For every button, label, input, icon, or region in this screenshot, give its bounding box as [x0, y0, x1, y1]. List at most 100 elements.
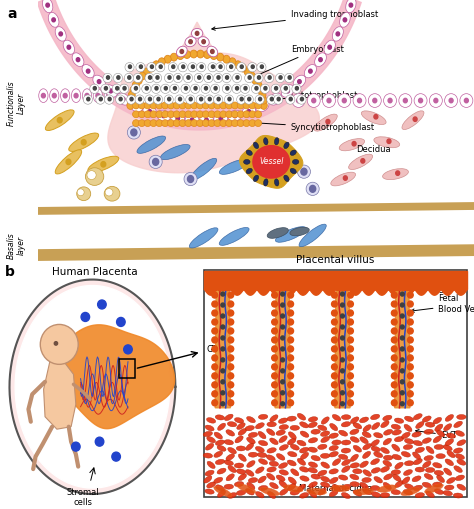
Circle shape — [148, 76, 152, 79]
Circle shape — [288, 310, 293, 316]
Circle shape — [343, 18, 346, 22]
Circle shape — [30, 94, 35, 98]
Ellipse shape — [381, 421, 389, 428]
Ellipse shape — [154, 95, 163, 104]
Circle shape — [288, 400, 293, 406]
Circle shape — [221, 303, 225, 307]
Ellipse shape — [415, 467, 425, 472]
Circle shape — [312, 98, 316, 103]
Ellipse shape — [413, 440, 422, 446]
Ellipse shape — [402, 111, 424, 129]
Ellipse shape — [232, 84, 241, 94]
Circle shape — [288, 292, 293, 298]
Ellipse shape — [383, 460, 392, 467]
Ellipse shape — [224, 460, 233, 465]
Ellipse shape — [395, 480, 403, 488]
Ellipse shape — [207, 46, 218, 57]
Ellipse shape — [247, 483, 255, 490]
Ellipse shape — [362, 432, 371, 438]
Circle shape — [272, 319, 277, 325]
Circle shape — [408, 319, 413, 325]
Polygon shape — [253, 146, 290, 178]
Circle shape — [392, 319, 397, 325]
Circle shape — [198, 76, 201, 79]
Circle shape — [281, 402, 284, 406]
Ellipse shape — [103, 73, 112, 82]
Circle shape — [228, 391, 234, 397]
Circle shape — [221, 380, 225, 384]
Ellipse shape — [164, 73, 173, 82]
Ellipse shape — [155, 63, 165, 72]
Circle shape — [288, 391, 293, 397]
Text: Decidua: Decidua — [356, 145, 391, 154]
Circle shape — [63, 94, 67, 98]
Ellipse shape — [219, 159, 249, 175]
Ellipse shape — [133, 120, 139, 127]
Ellipse shape — [290, 490, 300, 495]
Ellipse shape — [371, 414, 380, 420]
Ellipse shape — [85, 168, 104, 185]
Ellipse shape — [299, 224, 326, 247]
Ellipse shape — [183, 50, 191, 59]
Ellipse shape — [207, 482, 216, 488]
Ellipse shape — [153, 73, 162, 82]
Circle shape — [310, 185, 316, 192]
Ellipse shape — [248, 452, 258, 457]
Ellipse shape — [433, 482, 442, 487]
Circle shape — [236, 87, 238, 90]
Ellipse shape — [208, 63, 217, 72]
Circle shape — [82, 139, 86, 145]
Ellipse shape — [232, 73, 242, 82]
Ellipse shape — [191, 120, 198, 127]
Ellipse shape — [383, 483, 392, 490]
Ellipse shape — [237, 102, 244, 109]
Ellipse shape — [204, 50, 210, 59]
Ellipse shape — [246, 150, 252, 155]
Circle shape — [327, 98, 331, 103]
Circle shape — [233, 114, 237, 118]
Ellipse shape — [167, 111, 174, 118]
Circle shape — [401, 358, 404, 362]
Ellipse shape — [72, 53, 84, 67]
Circle shape — [236, 76, 239, 79]
Ellipse shape — [300, 422, 309, 428]
Ellipse shape — [246, 437, 255, 444]
Ellipse shape — [179, 120, 186, 127]
Circle shape — [179, 97, 182, 101]
Ellipse shape — [288, 477, 296, 484]
Ellipse shape — [55, 150, 82, 174]
Circle shape — [228, 346, 234, 352]
Circle shape — [95, 437, 104, 446]
Ellipse shape — [332, 26, 343, 41]
Ellipse shape — [222, 84, 231, 94]
Ellipse shape — [235, 61, 241, 69]
Circle shape — [336, 32, 339, 36]
Circle shape — [275, 154, 281, 160]
Ellipse shape — [371, 492, 381, 497]
Circle shape — [67, 45, 71, 49]
Ellipse shape — [350, 417, 359, 423]
Circle shape — [128, 65, 131, 68]
Ellipse shape — [372, 422, 380, 430]
Ellipse shape — [63, 40, 74, 54]
Ellipse shape — [444, 423, 452, 431]
Circle shape — [272, 382, 277, 388]
Ellipse shape — [315, 53, 327, 67]
Ellipse shape — [329, 433, 338, 438]
Ellipse shape — [286, 95, 295, 104]
Ellipse shape — [257, 453, 267, 458]
Circle shape — [348, 310, 353, 316]
Ellipse shape — [297, 165, 310, 178]
Circle shape — [281, 358, 284, 362]
Ellipse shape — [143, 106, 156, 117]
Ellipse shape — [214, 120, 221, 127]
Ellipse shape — [276, 475, 285, 481]
Circle shape — [281, 336, 284, 340]
Ellipse shape — [433, 436, 442, 443]
Circle shape — [408, 373, 413, 379]
Circle shape — [401, 292, 404, 296]
Circle shape — [164, 87, 167, 90]
Circle shape — [340, 314, 344, 318]
Circle shape — [221, 369, 225, 373]
Ellipse shape — [297, 458, 306, 465]
